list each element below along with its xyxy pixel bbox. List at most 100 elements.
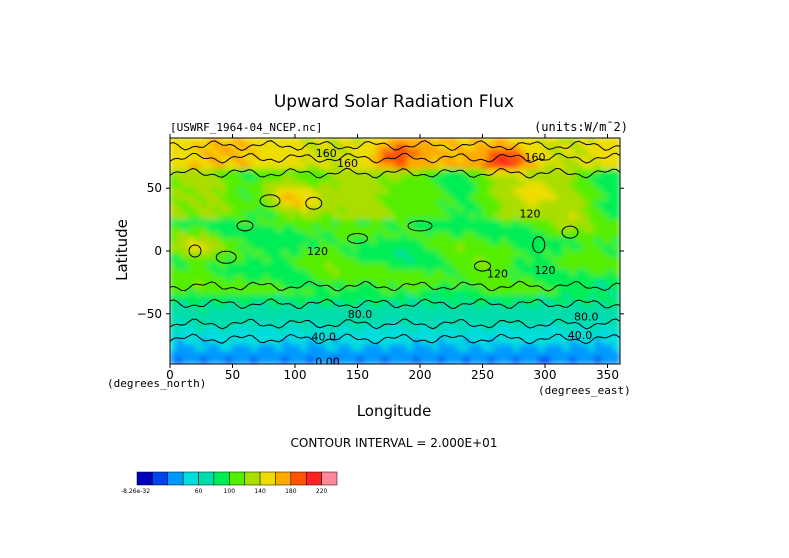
heatmap-cell: [557, 319, 565, 327]
heatmap-cell: [207, 256, 215, 265]
heatmap-cell: [550, 307, 558, 315]
heatmap-cell: [475, 225, 483, 233]
heatmap-cell: [613, 143, 620, 152]
heatmap-cell: [350, 162, 358, 170]
heatmap-cell: [582, 156, 590, 164]
heatmap-cell: [319, 143, 327, 152]
heatmap-cell: [550, 350, 558, 359]
heatmap-cell: [519, 206, 527, 214]
heatmap-cell: [288, 288, 296, 296]
heatmap-cell: [450, 194, 458, 202]
heatmap-cell: [369, 181, 377, 189]
heatmap-cell: [388, 281, 396, 290]
heatmap-cell: [519, 244, 527, 252]
heatmap-cell: [500, 231, 508, 239]
heatmap-cell: [219, 187, 227, 195]
heatmap-cell: [444, 219, 452, 227]
heatmap-cell: [307, 288, 315, 296]
heatmap-cell: [457, 143, 465, 152]
heatmap-cell: [207, 231, 215, 239]
heatmap-cell: [319, 150, 327, 158]
colorbar-swatch: [136, 471, 153, 486]
heatmap-cell: [407, 206, 415, 214]
heatmap-cell: [600, 212, 608, 221]
heatmap-cell: [207, 181, 215, 189]
heatmap-cell: [488, 288, 496, 296]
heatmap-cell: [238, 313, 246, 321]
heatmap-cell: [469, 237, 477, 246]
heatmap-cell: [188, 250, 196, 258]
heatmap-cell: [388, 200, 396, 208]
heatmap-cell: [532, 338, 540, 346]
heatmap-cell: [319, 187, 327, 195]
heatmap-cell: [207, 350, 215, 359]
heatmap-cell: [375, 300, 383, 308]
heatmap-cell: [482, 212, 490, 221]
heatmap-cell: [507, 269, 515, 277]
heatmap-cell: [363, 244, 371, 252]
heatmap-cell: [182, 357, 190, 364]
heatmap-cell: [282, 237, 290, 246]
heatmap-cell: [244, 168, 252, 177]
heatmap-cell: [363, 168, 371, 177]
heatmap-cells: [170, 138, 620, 364]
heatmap-cell: [369, 344, 377, 352]
heatmap-cell: [319, 256, 327, 265]
heatmap-cell: [269, 288, 277, 296]
heatmap-cell: [182, 344, 190, 352]
heatmap-cell: [413, 256, 421, 265]
heatmap-cell: [550, 357, 558, 364]
heatmap-cell: [588, 231, 596, 239]
heatmap-cell: [538, 357, 546, 364]
heatmap-cell: [275, 138, 283, 145]
heatmap-cell: [488, 332, 496, 340]
heatmap-cell: [582, 206, 590, 214]
heatmap-cell: [513, 162, 521, 170]
heatmap-cell: [594, 338, 602, 346]
contour-label: 0.00: [315, 355, 340, 368]
heatmap-cell: [250, 194, 258, 202]
heatmap-cell: [582, 194, 590, 202]
heatmap-cell: [563, 143, 571, 152]
heatmap-cell: [275, 181, 283, 189]
heatmap-cell: [507, 344, 515, 352]
heatmap-cell: [175, 206, 183, 214]
heatmap-cell: [544, 344, 552, 352]
heatmap-cell: [219, 212, 227, 221]
heatmap-cell: [319, 294, 327, 302]
heatmap-cell: [194, 357, 202, 364]
heatmap-cell: [532, 237, 540, 246]
heatmap-cell: [438, 181, 446, 189]
heatmap-cell: [238, 206, 246, 214]
heatmap-cell: [438, 338, 446, 346]
heatmap-cell: [525, 357, 533, 364]
heatmap-cell: [413, 338, 421, 346]
heatmap-cell: [525, 313, 533, 321]
heatmap-cell: [263, 244, 271, 252]
heatmap-cell: [338, 288, 346, 296]
heatmap-cell: [457, 156, 465, 164]
heatmap-cell: [425, 250, 433, 258]
heatmap-cell: [550, 200, 558, 208]
heatmap-cell: [344, 313, 352, 321]
heatmap-cell: [588, 212, 596, 221]
heatmap-cell: [275, 263, 283, 271]
heatmap-cell: [388, 313, 396, 321]
heatmap-cell: [250, 206, 258, 214]
heatmap-cell: [300, 357, 308, 364]
heatmap-cell: [569, 350, 577, 359]
heatmap-cell: [507, 206, 515, 214]
heatmap-cell: [563, 332, 571, 340]
heatmap-cell: [250, 175, 258, 183]
colorbar-swatch: [290, 471, 307, 486]
heatmap-cell: [563, 200, 571, 208]
heatmap-cell: [213, 250, 221, 258]
heatmap-cell: [419, 288, 427, 296]
heatmap-cell: [425, 275, 433, 283]
heatmap-cell: [375, 325, 383, 334]
heatmap-cell: [413, 344, 421, 352]
heatmap-cell: [294, 143, 302, 152]
heatmap-cell: [400, 219, 408, 227]
heatmap-cell: [207, 219, 215, 227]
heatmap-cell: [544, 294, 552, 302]
